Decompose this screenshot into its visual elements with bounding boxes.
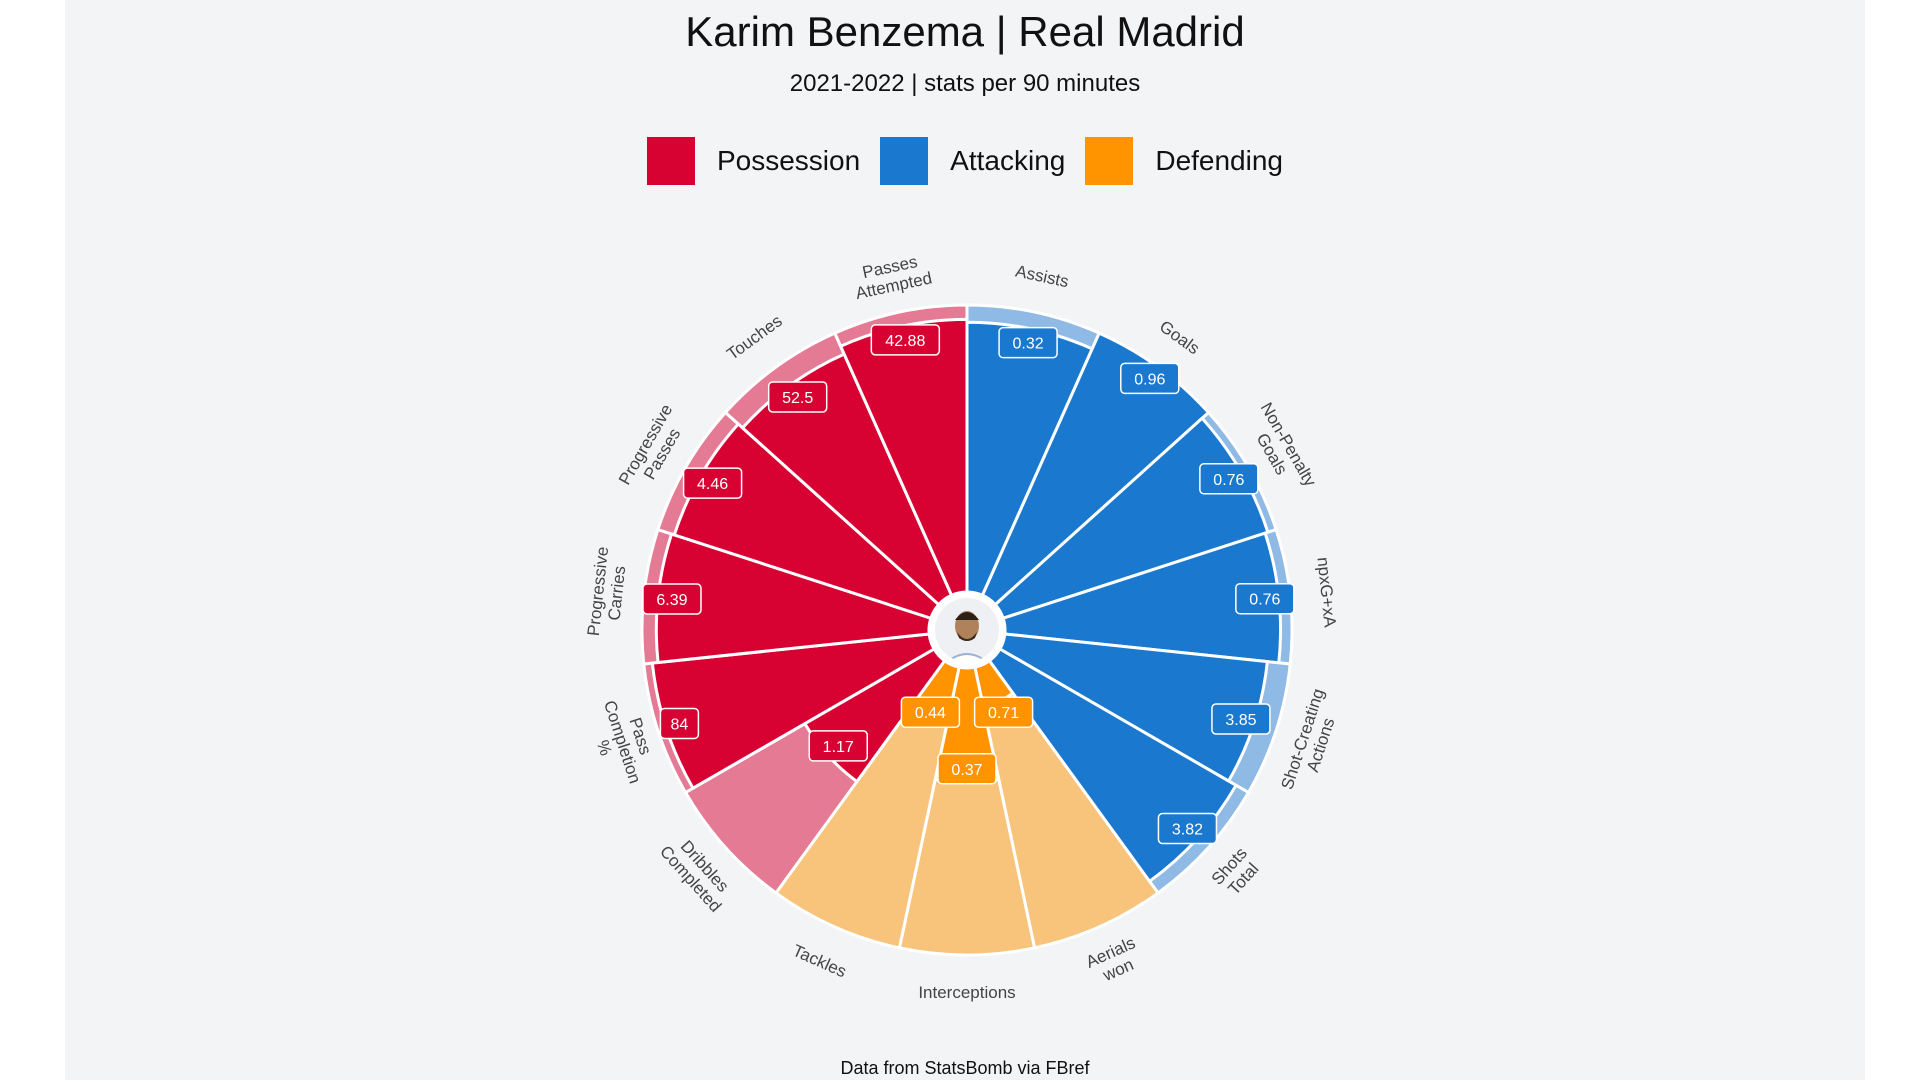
value-label-touches: 52.5 <box>767 381 828 413</box>
player-face-icon <box>929 592 1005 668</box>
value-label-goals: 0.96 <box>1120 362 1180 395</box>
radar-chart: AssistsGoalsNon-PenaltyGoalsnpxG+xAShot-… <box>584 250 1346 1002</box>
source-note: Data from StatsBomb via FBref <box>840 1058 1090 1078</box>
param-label-assists: Assists <box>1014 262 1071 292</box>
svg-text:0.96: 0.96 <box>1134 371 1165 388</box>
value-labels: 0.32 0.96 0.76 0.76 3.85 3.82 0.71 0.37 0.44 1.17… <box>642 324 1295 845</box>
value-label-tackles: 0.44 <box>900 696 961 728</box>
chart-subtitle: 2021-2022 | stats per 90 minutes <box>789 70 1141 97</box>
value-label-progressive-carries: 6.39 <box>642 583 702 615</box>
value-label-interceptions: 0.37 <box>937 753 997 785</box>
svg-text:0.76: 0.76 <box>1249 592 1280 609</box>
value-label-assists: 0.32 <box>998 326 1058 359</box>
value-label-shots-total: 3.82 <box>1157 812 1218 845</box>
param-label-aerials-won: Aerialswon <box>1083 933 1146 989</box>
param-label-touches: Touches <box>723 311 785 364</box>
svg-text:0.71: 0.71 <box>988 705 1019 722</box>
svg-text:0.32: 0.32 <box>1013 336 1044 353</box>
value-label-shot-creating-actions: 3.85 <box>1211 703 1271 735</box>
value-label-progressive-passes: 4.46 <box>682 467 743 499</box>
svg-text:6.39: 6.39 <box>656 592 687 609</box>
param-label-shots-total: ShotsTotal <box>1208 844 1265 902</box>
param-label-goals: Goals <box>1156 317 1203 358</box>
legend-item-possession: Possession <box>646 137 861 185</box>
svg-text:1.17: 1.17 <box>823 739 854 756</box>
chart-canvas: Karim Benzema | Real Madrid 2021-2022 | … <box>65 0 1865 1080</box>
legend-label-possession: Possession <box>716 145 861 176</box>
param-label-progressive-carries: ProgressiveCarries <box>584 546 631 639</box>
chart-title: Karim Benzema | Real Madrid <box>685 8 1245 55</box>
param-label-npxg-xa: npxG+xA <box>1313 556 1339 629</box>
legend-swatch-defending <box>1085 137 1134 185</box>
value-label-dribbles-completed: 1.17 <box>808 730 869 762</box>
svg-text:0.44: 0.44 <box>915 705 946 722</box>
svg-text:3.82: 3.82 <box>1172 821 1203 838</box>
legend: Possession Attacking Defending <box>65 137 1865 185</box>
legend-label-defending: Defending <box>1155 145 1283 176</box>
svg-text:52.5: 52.5 <box>782 390 813 407</box>
svg-text:84: 84 <box>671 716 689 733</box>
svg-text:0.76: 0.76 <box>1213 472 1244 489</box>
param-label-passes-attempted: PassesAttempted <box>850 250 934 303</box>
param-label-shot-creating-actions: Shot-CreatingActions <box>1277 686 1346 797</box>
center-avatar <box>929 592 1005 668</box>
value-label-aerials-won: 0.71 <box>973 696 1034 728</box>
legend-swatch-attacking <box>880 137 929 185</box>
value-label-non-penalty-goals: 0.76 <box>1199 463 1259 495</box>
value-label-passes-attempted: 42.88 <box>870 324 941 356</box>
value-label-npxg-xa: 0.76 <box>1235 582 1295 615</box>
svg-text:3.85: 3.85 <box>1225 712 1256 729</box>
legend-label-attacking: Attacking <box>950 145 1066 176</box>
value-label-pass-completion: 84 <box>659 707 700 740</box>
param-label-interceptions: Interceptions <box>918 983 1015 1002</box>
legend-swatch-possession <box>646 137 695 185</box>
svg-text:4.46: 4.46 <box>697 476 728 493</box>
svg-text:0.37: 0.37 <box>951 762 982 779</box>
legend-item-attacking: Attacking <box>880 137 1065 185</box>
svg-text:42.88: 42.88 <box>885 333 925 350</box>
param-label-tackles: Tackles <box>790 941 850 981</box>
legend-item-defending: Defending <box>1085 137 1283 185</box>
